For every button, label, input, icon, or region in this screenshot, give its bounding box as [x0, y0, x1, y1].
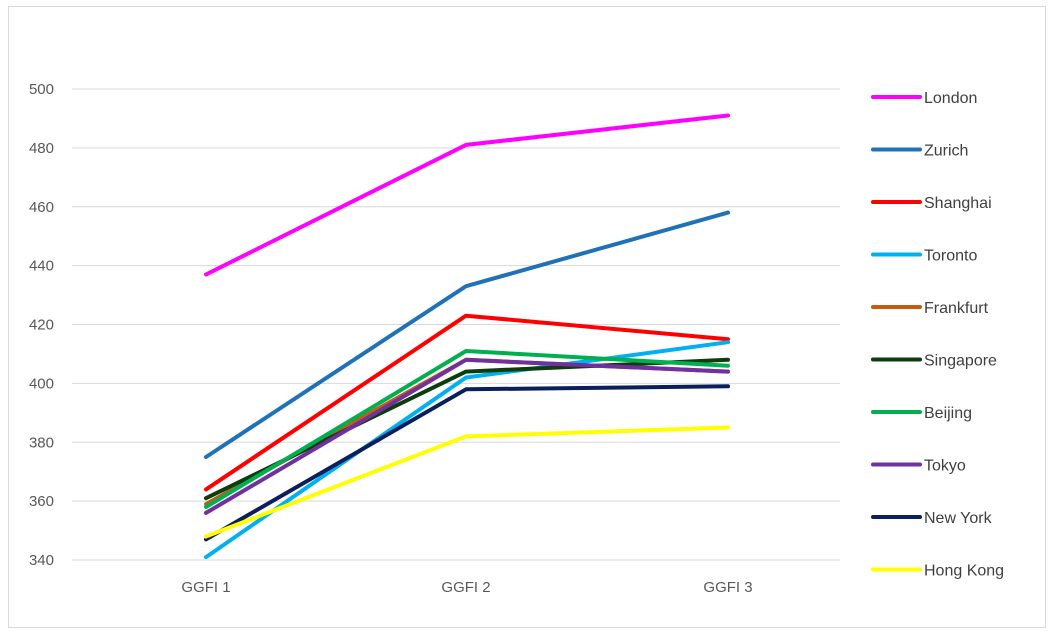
legend-label: Singapore: [924, 353, 997, 370]
y-tick-label: 460: [29, 199, 54, 216]
legend-item-beijing: Beijing: [871, 405, 972, 422]
series-line-tokyo: [204, 357, 730, 515]
legend-item-tokyo: Tokyo: [871, 458, 966, 475]
legend-item-zurich: Zurich: [871, 143, 968, 160]
legend-item-new-york: New York: [871, 510, 993, 527]
legend: London Zurich Shanghai Toronto Frankfurt Sing…: [871, 90, 1004, 580]
series-line-beijing: [204, 349, 730, 509]
chart-frame: [8, 6, 1046, 628]
legend-item-singapore: Singapore: [871, 353, 997, 370]
series-line-shanghai: [204, 313, 730, 492]
x-tick-label: GGFI 2: [441, 579, 490, 596]
series-line-hong-kong: [204, 425, 730, 539]
y-tick-label: 380: [29, 434, 54, 451]
x-tick-label: GGFI 3: [703, 579, 752, 596]
legend-label: New York: [924, 510, 993, 527]
legend-label: Shanghai: [924, 195, 992, 212]
y-tick-label: 500: [29, 81, 54, 98]
y-tick-label: 440: [29, 258, 54, 275]
series-line-toronto: [204, 340, 730, 560]
legend-label: Zurich: [924, 143, 968, 160]
legend-item-shanghai: Shanghai: [871, 195, 992, 212]
legend-label: Hong Kong: [924, 563, 1004, 580]
legend-label: London: [924, 90, 977, 107]
legend-item-hong-kong: Hong Kong: [871, 563, 1004, 580]
series-line-zurich: [204, 210, 730, 459]
legend-item-frankfurt: Frankfurt: [871, 300, 989, 317]
series-line-new-york: [204, 384, 730, 542]
series-lines: [204, 113, 730, 560]
legend-label: Toronto: [924, 248, 977, 265]
series-line-london: [204, 113, 730, 277]
y-tick-label: 480: [29, 140, 54, 157]
y-axis-ticks: 340 360 380 400 420 440 460 480 500: [29, 81, 54, 569]
gridlines: [72, 88, 840, 561]
legend-item-toronto: Toronto: [871, 248, 977, 265]
legend-label: Beijing: [924, 405, 972, 422]
x-tick-label: GGFI 1: [181, 579, 230, 596]
y-tick-label: 420: [29, 317, 54, 334]
legend-label: Frankfurt: [924, 300, 989, 317]
legend-item-london: London: [871, 90, 977, 107]
y-tick-label: 400: [29, 375, 54, 392]
x-axis-ticks: GGFI 1 GGFI 2 GGFI 3: [181, 579, 752, 596]
y-tick-label: 360: [29, 493, 54, 510]
y-tick-label: 340: [29, 552, 54, 569]
legend-label: Tokyo: [924, 458, 966, 475]
